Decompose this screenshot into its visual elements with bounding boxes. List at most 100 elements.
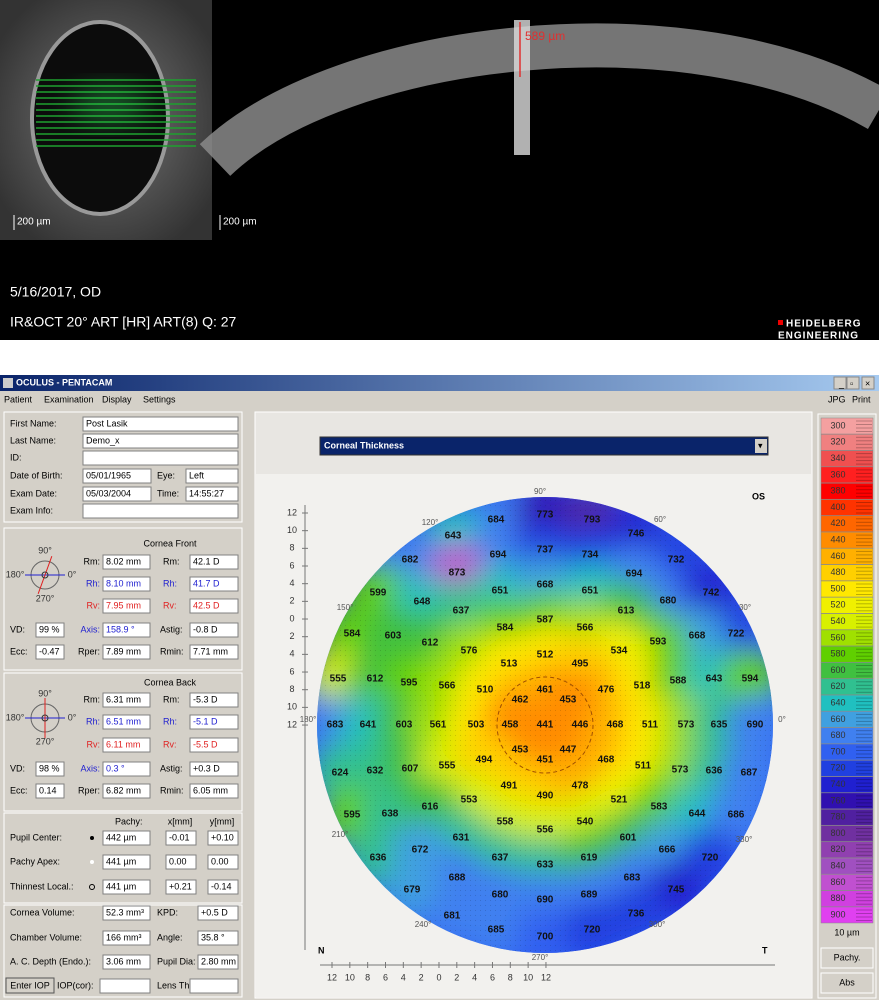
label: VD: [10, 624, 25, 634]
window-buttons[interactable] [833, 376, 875, 390]
field [102, 737, 151, 753]
scale-label: 840 [830, 860, 845, 870]
scale-cell [820, 645, 874, 663]
scale-cell [820, 694, 874, 712]
angle-label: 60° [654, 515, 666, 524]
map-value: 587 [537, 615, 554, 626]
map-value: 700 [537, 932, 554, 943]
button[interactable] [5, 977, 55, 994]
angle-label: 30° [739, 603, 751, 612]
field [189, 598, 239, 614]
close[interactable]: × [865, 378, 870, 388]
map-value: 453 [512, 745, 529, 756]
map-value: 683 [624, 873, 641, 884]
scale-cell [820, 743, 874, 761]
scale-cell [820, 597, 874, 614]
minimize[interactable]: _ [838, 378, 845, 388]
map-value: 643 [706, 674, 723, 685]
map-value: 566 [577, 623, 594, 634]
map-value: 613 [618, 606, 635, 617]
scale-button[interactable]: Pachy. [834, 952, 861, 962]
oct-date: 5/16/2017, OD [10, 284, 101, 300]
menu-item[interactable]: Patient [4, 394, 33, 404]
field-value: 42.5 D [193, 600, 220, 610]
scale-label: 880 [830, 893, 845, 903]
map-value: 637 [453, 606, 470, 617]
angle-label: 330° [736, 835, 753, 844]
eye-label: OS [752, 491, 765, 501]
button-label[interactable]: Enter IOP [10, 980, 50, 990]
scale-cell [820, 841, 874, 859]
field [102, 692, 151, 708]
field-value: 35.8 ° [201, 932, 225, 942]
dropdown-arrow[interactable]: ▾ [758, 440, 763, 450]
map-value: 441 [537, 720, 554, 731]
y-tick-label: 8 [289, 684, 294, 694]
map-value: 612 [422, 638, 439, 649]
field-value: +0.10 [211, 832, 234, 842]
compass-label: 180° [6, 569, 25, 579]
field-value: 42.1 D [193, 556, 220, 566]
field-value: 99 % [39, 624, 60, 634]
label: Eye: [157, 470, 175, 480]
compass-center [41, 714, 49, 722]
field [35, 783, 65, 799]
tool[interactable]: JPG [828, 394, 846, 404]
compass-label: 270° [36, 593, 55, 603]
field [189, 554, 239, 570]
scale-button[interactable]: Abs [839, 977, 855, 987]
y-tick-label: 4 [289, 649, 294, 659]
x-tick-label: 0 [436, 972, 441, 982]
column-header: x[mm] [168, 816, 193, 826]
marker-symbol [89, 884, 95, 890]
map-value: 594 [742, 674, 759, 685]
map-value: 540 [577, 817, 594, 828]
field [185, 468, 239, 484]
button[interactable] [820, 947, 874, 969]
map-value: 468 [598, 755, 615, 766]
menu-item[interactable]: Examination [44, 394, 94, 404]
map-value: 491 [501, 781, 518, 792]
map-title[interactable]: Corneal Thickness [324, 440, 404, 450]
map-select[interactable] [319, 436, 769, 456]
map-value: 593 [650, 637, 667, 648]
scale-label: 540 [830, 616, 845, 626]
field-value: -5.3 D [193, 694, 218, 704]
field [185, 486, 239, 502]
map-value: 633 [537, 860, 554, 871]
button[interactable] [820, 972, 874, 994]
map-value: 451 [537, 755, 554, 766]
map-value: 494 [476, 755, 493, 766]
field-value: 8.02 mm [106, 556, 141, 566]
field [82, 503, 239, 519]
map-value: 478 [572, 781, 589, 792]
restore[interactable]: ▫ [850, 378, 853, 388]
field-value: +0.5 D [201, 907, 228, 917]
field [102, 576, 151, 592]
label: Rh: [163, 578, 177, 588]
dropdown-button[interactable] [755, 439, 767, 453]
map-value: 612 [367, 674, 384, 685]
y-tick-label: 6 [289, 560, 294, 570]
label: Rv: [87, 600, 101, 610]
tool[interactable]: Print [852, 394, 871, 404]
scale-cell [820, 678, 874, 696]
map-value: 635 [711, 720, 728, 731]
field-value: 3.06 mm [106, 956, 141, 966]
map-value: 573 [672, 765, 689, 776]
scale-label: 820 [830, 844, 845, 854]
scan-highlight [70, 89, 150, 121]
menu-item[interactable]: Display [102, 394, 132, 404]
map-value: 624 [332, 768, 349, 779]
label: Cornea Volume: [10, 907, 75, 917]
menu-item[interactable]: Settings [143, 394, 176, 404]
map-value: 631 [453, 833, 470, 844]
scale-label: 860 [830, 877, 845, 887]
marker-symbol [90, 860, 94, 864]
scale-label: 480 [830, 567, 845, 577]
map-value: 643 [445, 531, 462, 542]
map-value: 476 [598, 685, 615, 696]
brand: HEIDELBERG [786, 319, 862, 330]
scale-cell [820, 580, 874, 598]
label: Rv: [163, 739, 177, 749]
